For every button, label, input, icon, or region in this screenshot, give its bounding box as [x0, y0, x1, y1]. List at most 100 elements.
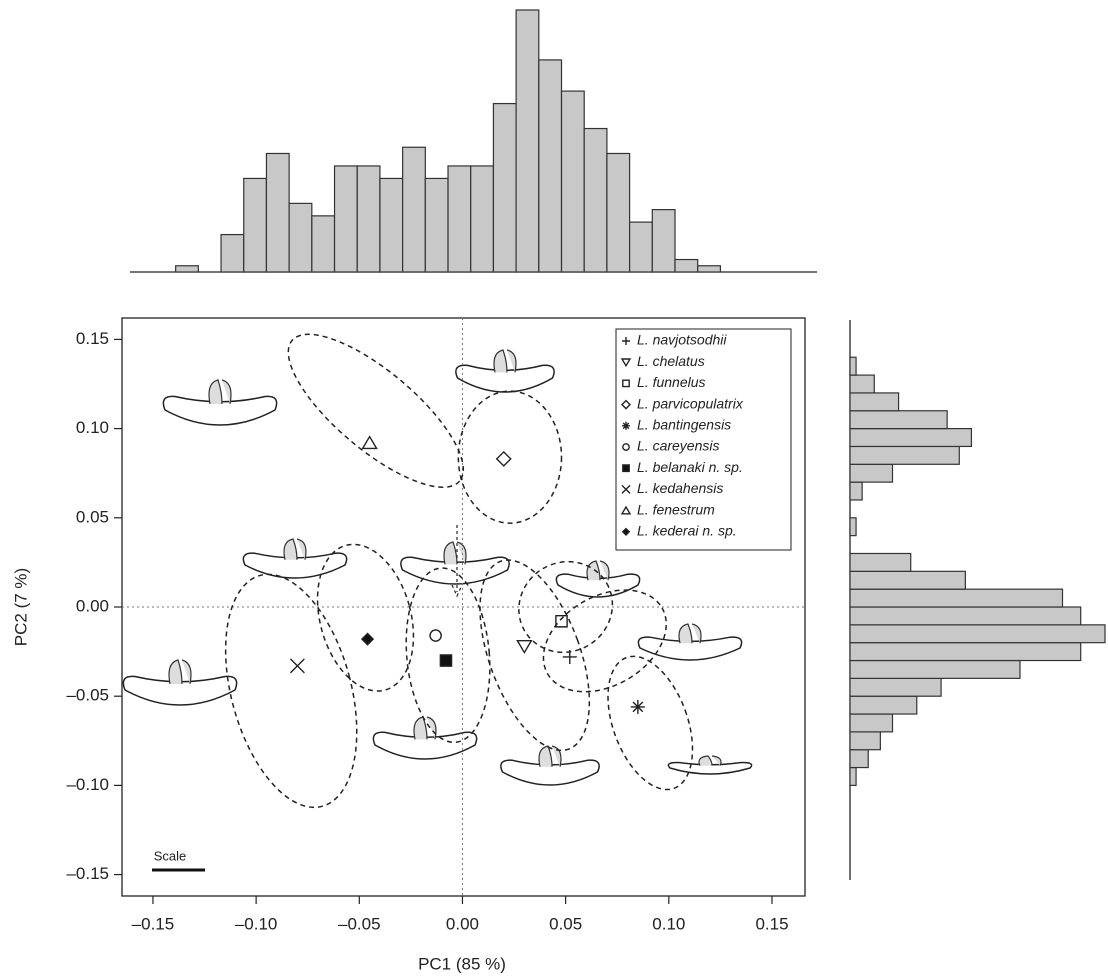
anchor-shaft: [168, 659, 192, 685]
data-point: [360, 632, 375, 646]
data-point: [289, 658, 305, 674]
data-point: [429, 629, 442, 642]
confidence-ellipse: [457, 390, 563, 524]
anchor-shaft: [443, 541, 467, 565]
anchor-bar: [372, 731, 478, 760]
histogram-bar: [849, 677, 942, 697]
y-tick-label: 0.00: [76, 596, 109, 615]
histogram-bar: [849, 392, 900, 412]
histogram-bar: [849, 659, 1021, 679]
x-tick-label: 0.15: [755, 914, 788, 933]
anchor-shaft: [413, 716, 437, 740]
histogram-bar: [629, 221, 653, 273]
legend-label: L. chelatus: [637, 353, 705, 369]
histogram-bar: [849, 588, 1064, 608]
x-tick-label: –0.10: [235, 914, 278, 933]
anchor-drawings: [122, 349, 753, 786]
confidence-ellipse: [479, 559, 591, 752]
legend-marker: [622, 443, 630, 451]
confidence-ellipse: [542, 589, 667, 693]
histogram-bar: [849, 410, 948, 430]
anchor-shaft: [698, 755, 722, 766]
legend-label: L. navjotsodhii: [637, 332, 727, 348]
legend-marker: [621, 527, 631, 536]
histogram-bar: [402, 146, 426, 273]
anchor-shaft: [208, 379, 232, 405]
data-point: [361, 435, 378, 450]
y-tick-label: 0.10: [76, 418, 109, 437]
histogram-bar: [849, 713, 894, 733]
legend-label: L. bantingensis: [637, 417, 731, 433]
legend-label: L. kedahensis: [637, 480, 723, 496]
anchor-bar: [500, 759, 600, 786]
histogram-bar: [583, 127, 608, 273]
data-point: [495, 450, 512, 467]
histogram-bar: [175, 265, 199, 273]
histogram-bar: [849, 374, 875, 394]
x-axis-label: PC1 (85 %): [418, 954, 506, 973]
y-tick-label: –0.10: [66, 775, 109, 794]
arrow: [451, 525, 463, 598]
y-tick-label: 0.05: [76, 507, 109, 526]
y-tick-label: –0.05: [66, 686, 109, 705]
legend-box: [615, 328, 792, 551]
histogram-bar: [674, 258, 699, 273]
histogram-bar: [333, 165, 358, 273]
legend-marker: [620, 505, 632, 515]
histogram-bar: [849, 749, 869, 769]
legend-label: L. careyensis: [637, 438, 719, 454]
legend-marker: [620, 358, 632, 368]
confidence-ellipse: [287, 333, 465, 488]
histogram-bar: [849, 570, 966, 590]
histogram-bar: [311, 215, 336, 273]
legend-marker: [622, 464, 630, 473]
data-point: [439, 654, 453, 667]
y-tick-label: 0.15: [76, 329, 109, 348]
histogram-bar: [606, 152, 631, 273]
histogram-bar: [447, 165, 472, 273]
x-tick-label: 0.10: [652, 914, 685, 933]
histogram-bar: [424, 177, 449, 273]
legend-label: L. belanaki n. sp.: [637, 459, 743, 475]
legend-marker: [622, 379, 630, 388]
legend-label: L. parvicopulatrix: [637, 395, 744, 411]
anchor-bar: [400, 556, 510, 585]
y-tick-label: –0.15: [66, 864, 109, 883]
confidence-ellipse: [405, 567, 491, 744]
legend-marker: [622, 421, 630, 430]
legend-label: L. funnelus: [637, 374, 706, 390]
data-point: [562, 649, 577, 664]
x-tick-label: –0.15: [132, 914, 175, 933]
anchor-bar: [555, 573, 641, 598]
anchor-shaft: [538, 745, 562, 767]
histogram-bar: [560, 90, 585, 273]
confidence-ellipse: [316, 543, 415, 692]
histogram-bar: [849, 695, 918, 715]
histogram-bar: [849, 766, 857, 786]
histogram-bar: [849, 481, 863, 501]
histogram-bar: [697, 265, 721, 273]
confidence-ellipse: [607, 655, 694, 791]
histogram-bar: [356, 165, 381, 273]
legend-marker: [621, 399, 631, 410]
anchor-bar: [667, 761, 753, 775]
histogram-bar: [849, 445, 960, 465]
x-tick-label: 0.00: [446, 914, 479, 933]
histogram-bar: [651, 209, 676, 273]
anchor-shaft: [678, 623, 702, 644]
anchor-shaft: [283, 538, 307, 560]
legend-marker: [622, 337, 630, 345]
legend-label: L. kederai n. sp.: [637, 523, 737, 539]
histogram-bar: [220, 233, 245, 273]
data-point: [555, 614, 568, 628]
histogram-bar: [849, 356, 857, 376]
data-point: [516, 639, 533, 654]
histogram-bar: [849, 552, 912, 572]
histogram-bar: [849, 642, 1082, 662]
confidence-ellipse: [518, 560, 614, 654]
histogram-bar: [849, 606, 1082, 626]
histogram-bar: [379, 177, 404, 273]
anchor-shaft: [586, 560, 610, 581]
confidence-ellipse: [224, 573, 358, 809]
